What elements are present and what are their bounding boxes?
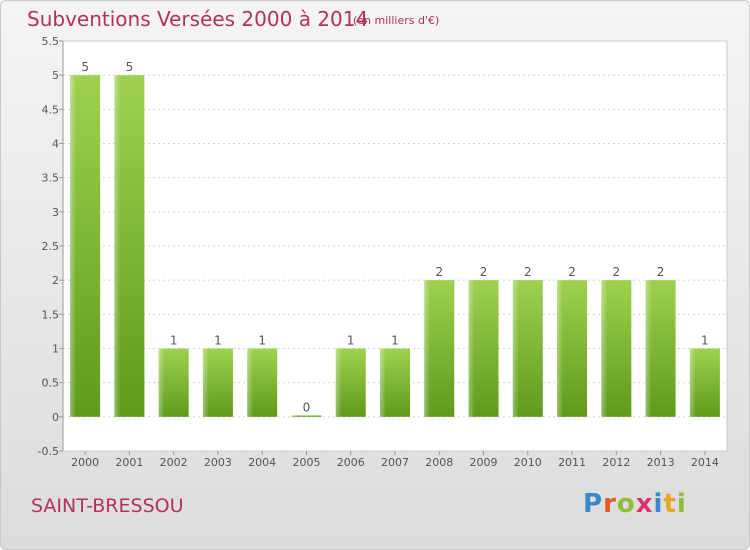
bar-highlight [70, 75, 77, 417]
x-tick-label: 2013 [647, 456, 675, 469]
unit-note: (en milliers d'€) [353, 14, 440, 27]
x-tick-label: 2000 [71, 456, 99, 469]
bar-highlight [645, 280, 652, 417]
y-tick-label: 5 [52, 69, 59, 82]
y-tick-label: 4.5 [42, 103, 60, 116]
x-tick-label: 2001 [115, 456, 143, 469]
bar-highlight [601, 280, 608, 417]
data-label: 1 [701, 334, 709, 348]
data-label: 1 [170, 334, 178, 348]
bars: 5 5 1 1 1 0 1 1 2 2 2 2 2 2 1 [70, 60, 720, 417]
x-tick-label: 2011 [558, 456, 586, 469]
bar-highlight [158, 348, 165, 417]
y-tick-label: 1.5 [42, 308, 60, 321]
x-tick-label: 2007 [381, 456, 409, 469]
data-label: 1 [214, 334, 222, 348]
bar-highlight [424, 280, 431, 417]
data-label: 2 [568, 265, 576, 279]
commune-name: SAINT-BRESSOU [31, 495, 184, 517]
x-axis: 2000 2001 2002 2003 2004 2005 2006 2007 2008 2009… [71, 451, 719, 469]
data-label: 2 [613, 265, 621, 279]
bar-highlight [468, 280, 475, 417]
data-label: 1 [391, 334, 399, 348]
y-tick-label: 5.5 [42, 35, 60, 48]
data-label: 5 [126, 60, 134, 74]
data-label: 5 [81, 60, 89, 74]
bar-highlight [512, 280, 519, 417]
x-tick-label: 2012 [602, 456, 630, 469]
bar [291, 415, 322, 417]
y-axis: -0.5 0 0.5 1 1.5 2 2.5 3 3.5 4 4.5 5 5.5 [38, 35, 64, 458]
proxiti-logo: Proxiti [583, 489, 687, 519]
data-label: 2 [524, 265, 532, 279]
data-label: 2 [657, 265, 665, 279]
chart-title: Subventions Versées 2000 à 2014 [27, 7, 369, 31]
y-tick-label: 2.5 [42, 240, 60, 253]
bar-highlight [291, 415, 298, 417]
y-tick-label: 2 [52, 274, 59, 287]
data-label: 0 [303, 400, 311, 414]
y-tick-label: 0 [52, 411, 59, 424]
bar-highlight [689, 348, 696, 417]
data-label: 2 [480, 265, 488, 279]
bar-highlight [335, 348, 342, 417]
y-tick-label: 0.5 [42, 377, 60, 390]
y-tick-label: 1 [52, 343, 59, 356]
x-tick-label: 2006 [337, 456, 365, 469]
data-label: 2 [435, 265, 443, 279]
bar-highlight [557, 280, 564, 417]
data-label: 1 [258, 334, 266, 348]
y-tick-label: 3 [52, 206, 59, 219]
x-tick-label: 2003 [204, 456, 232, 469]
y-tick-label: 3.5 [42, 172, 60, 185]
x-tick-label: 2002 [160, 456, 188, 469]
bar-highlight [247, 348, 254, 417]
x-tick-label: 2004 [248, 456, 276, 469]
x-tick-label: 2014 [691, 456, 719, 469]
x-tick-label: 2010 [514, 456, 542, 469]
data-label: 1 [347, 334, 355, 348]
y-tick-label: -0.5 [38, 445, 59, 458]
x-tick-label: 2008 [425, 456, 453, 469]
bar-highlight [202, 348, 209, 417]
bar-highlight [380, 348, 386, 417]
x-tick-label: 2005 [292, 456, 320, 469]
bar-highlight [114, 75, 121, 417]
y-tick-label: 4 [52, 138, 59, 151]
x-tick-label: 2009 [470, 456, 498, 469]
